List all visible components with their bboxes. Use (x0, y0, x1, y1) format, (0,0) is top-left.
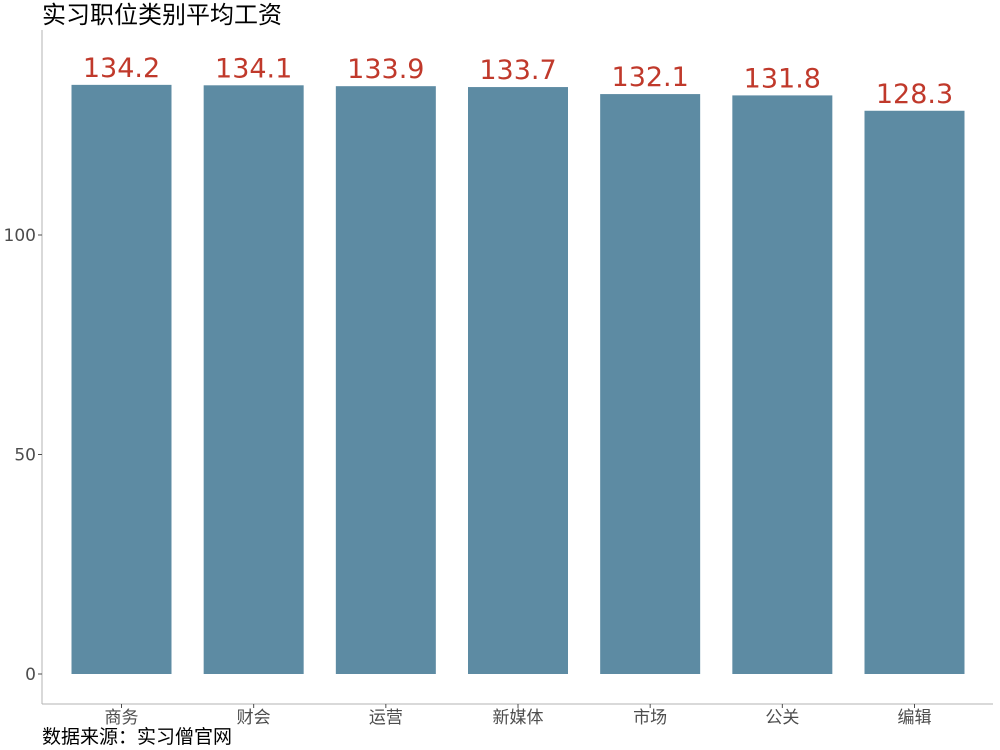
bars (71, 84, 965, 675)
x-axis-ticks: 商务 财会 运营 新媒体 市场 公关 编辑 (105, 704, 932, 728)
y-axis-ticks: 0 50 100 (4, 226, 42, 685)
data-labels: 134.2 134.1 133.9 133.7 132.1 131.8 128.3 (83, 53, 953, 110)
x-tick-label: 财会 (237, 708, 271, 728)
x-tick-label: 编辑 (898, 708, 932, 728)
bar (71, 84, 172, 674)
chart-title: 实习职位类别平均工资 (42, 1, 282, 29)
x-tick-label: 公关 (765, 708, 799, 728)
y-tick-label: 0 (25, 665, 36, 685)
y-tick-label: 100 (4, 226, 36, 246)
chart-source: 数据来源：实习僧官网 (42, 726, 233, 748)
x-tick-label: 商务 (105, 708, 139, 728)
y-tick-label: 50 (14, 446, 36, 466)
data-label: 134.2 (83, 53, 160, 84)
x-tick-label: 新媒体 (493, 708, 544, 728)
data-label: 133.7 (479, 55, 556, 86)
data-label: 134.1 (215, 53, 292, 84)
bar (335, 86, 436, 674)
x-tick-label: 运营 (369, 708, 403, 728)
bar (203, 85, 304, 674)
bar (732, 95, 833, 674)
data-label: 132.1 (612, 62, 689, 93)
data-label: 128.3 (876, 79, 953, 110)
bar (600, 94, 701, 675)
bar (864, 110, 965, 674)
data-label: 133.9 (347, 54, 424, 85)
data-label: 131.8 (744, 63, 821, 94)
x-tick-label: 市场 (633, 708, 667, 728)
bar (468, 87, 568, 674)
